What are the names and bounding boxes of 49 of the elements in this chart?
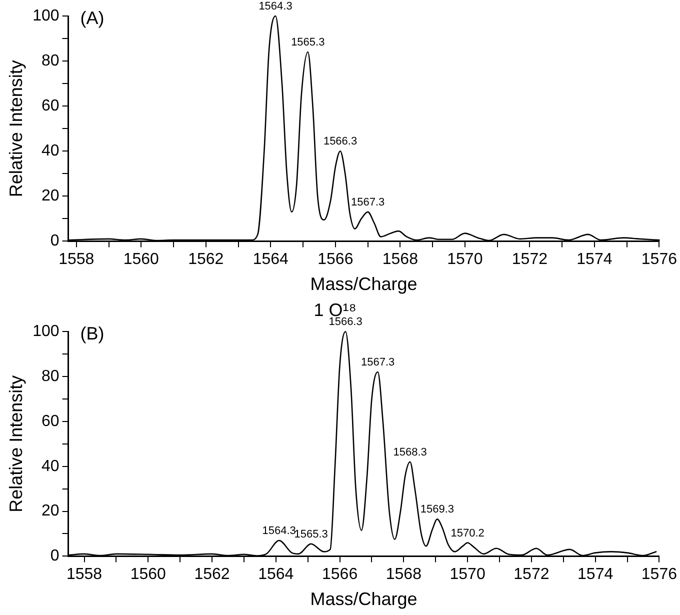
annotation: 1570.2 <box>450 527 484 540</box>
annotation: 1567.3 <box>350 196 385 208</box>
x-tick-label: 1576 <box>641 566 678 584</box>
annotation: (B) <box>80 324 104 344</box>
annotation: 1566.3 <box>328 316 362 328</box>
x-tick-label: 1568 <box>386 566 422 584</box>
x-tick-label: 1560 <box>123 251 160 268</box>
x-tick-label: 1564 <box>252 251 289 268</box>
y-tick-label: 100 <box>32 7 60 24</box>
x-tick-label: 1572 <box>514 566 550 584</box>
y-tick-label: 40 <box>42 142 60 160</box>
y-tick-label: 100 <box>32 323 60 340</box>
x-tick-label: 1574 <box>576 251 612 268</box>
y-tick-label: 80 <box>42 52 60 70</box>
x-tick-label: 1560 <box>130 566 166 584</box>
x-tick-label: 1566 <box>318 251 354 268</box>
y-tick-label: 80 <box>42 368 60 385</box>
x-tick-label: 1562 <box>194 566 230 584</box>
x-tick-label: 1576 <box>641 251 678 268</box>
annotation: 1568.3 <box>393 446 427 458</box>
y-tick-label: 0 <box>50 232 60 250</box>
x-tick-label: 1558 <box>66 566 102 584</box>
annotation: 1569.3 <box>420 504 454 516</box>
y-tick-label: 40 <box>42 458 60 475</box>
annotation: 1565.3 <box>291 36 325 49</box>
x-tick-label: 1562 <box>188 251 224 268</box>
x-tick-label: 1566 <box>322 566 358 584</box>
annotation: 1567.3 <box>360 356 395 369</box>
x-tick-label: 1572 <box>512 251 548 268</box>
x-tick-label: 1558 <box>58 251 94 268</box>
annotation: 1564.3 <box>262 525 296 538</box>
y-axis-title: Relative Intensity <box>6 375 26 512</box>
y-tick-label: 60 <box>42 412 60 430</box>
y-tick-label: 20 <box>42 188 60 205</box>
annotation: 1564.3 <box>258 0 292 13</box>
x-axis-title: Mass/Charge <box>310 589 418 610</box>
annotation: 1566.3 <box>323 136 358 148</box>
annotation: 1565.3 <box>294 528 328 540</box>
x-tick-label: 1570 <box>450 566 486 584</box>
x-axis-title: Mass/Charge <box>310 274 418 294</box>
annotation: (A) <box>80 8 104 28</box>
y-tick-label: 0 <box>50 548 60 565</box>
x-tick-label: 1570 <box>447 251 483 268</box>
y-tick-label: 60 <box>42 97 60 114</box>
x-tick-label: 1574 <box>578 566 614 584</box>
y-axis-title: Relative Intensity <box>6 60 26 198</box>
x-tick-label: 1564 <box>258 566 294 584</box>
y-tick-label: 20 <box>42 502 60 520</box>
x-tick-label: 1568 <box>382 251 418 268</box>
